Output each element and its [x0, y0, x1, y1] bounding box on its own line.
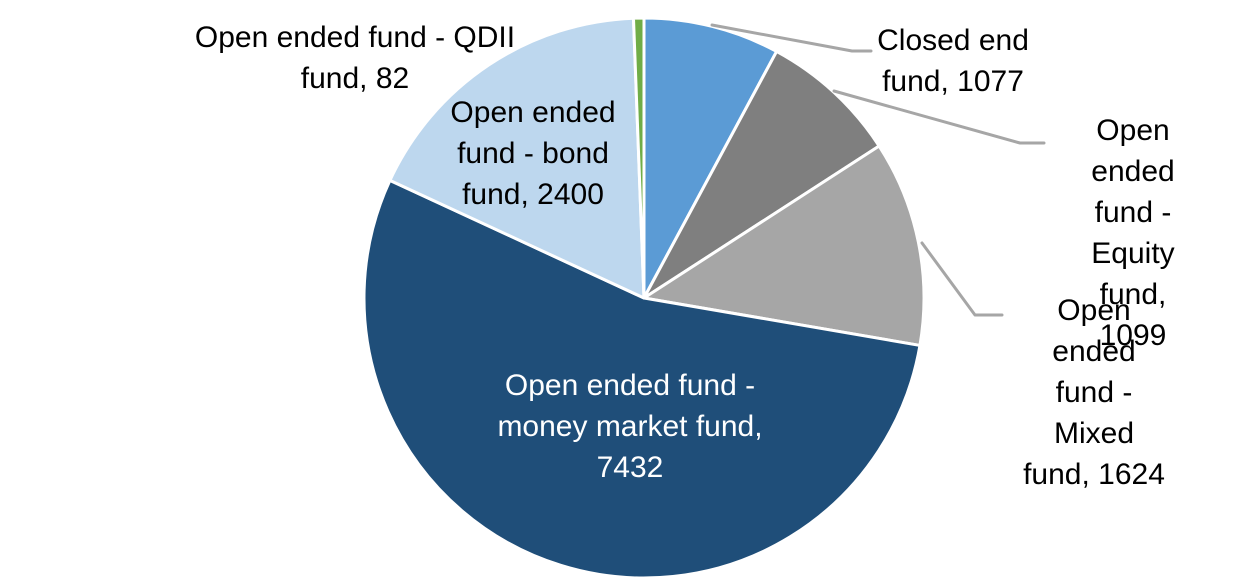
leader-line-mixed	[920, 241, 1004, 317]
data-label-money-market-fund: Open ended fund - money market fund, 743…	[497, 369, 763, 484]
pie-slice-mixed	[642, 144, 926, 347]
data-label-closed-end-fund: Closed end fund, 1077	[877, 24, 1029, 98]
pie-slice-bond	[388, 16, 646, 300]
data-label-equity-fund: Open ended fund - Equity fund, 1099	[1091, 114, 1175, 352]
leader-line-equity	[832, 89, 1046, 145]
pie-slice-qdii	[631, 16, 646, 300]
data-label-bond-fund: Open ended fund - bond fund, 2400	[450, 96, 616, 211]
leader-line-closed-end	[710, 23, 873, 53]
pie-slice-money-market	[362, 178, 922, 580]
data-label-qdii-fund: Open ended fund - QDII fund, 82	[194, 21, 516, 95]
data-label-mixed-fund: Open ended fund - Mixed fund, 1624	[1023, 294, 1165, 491]
